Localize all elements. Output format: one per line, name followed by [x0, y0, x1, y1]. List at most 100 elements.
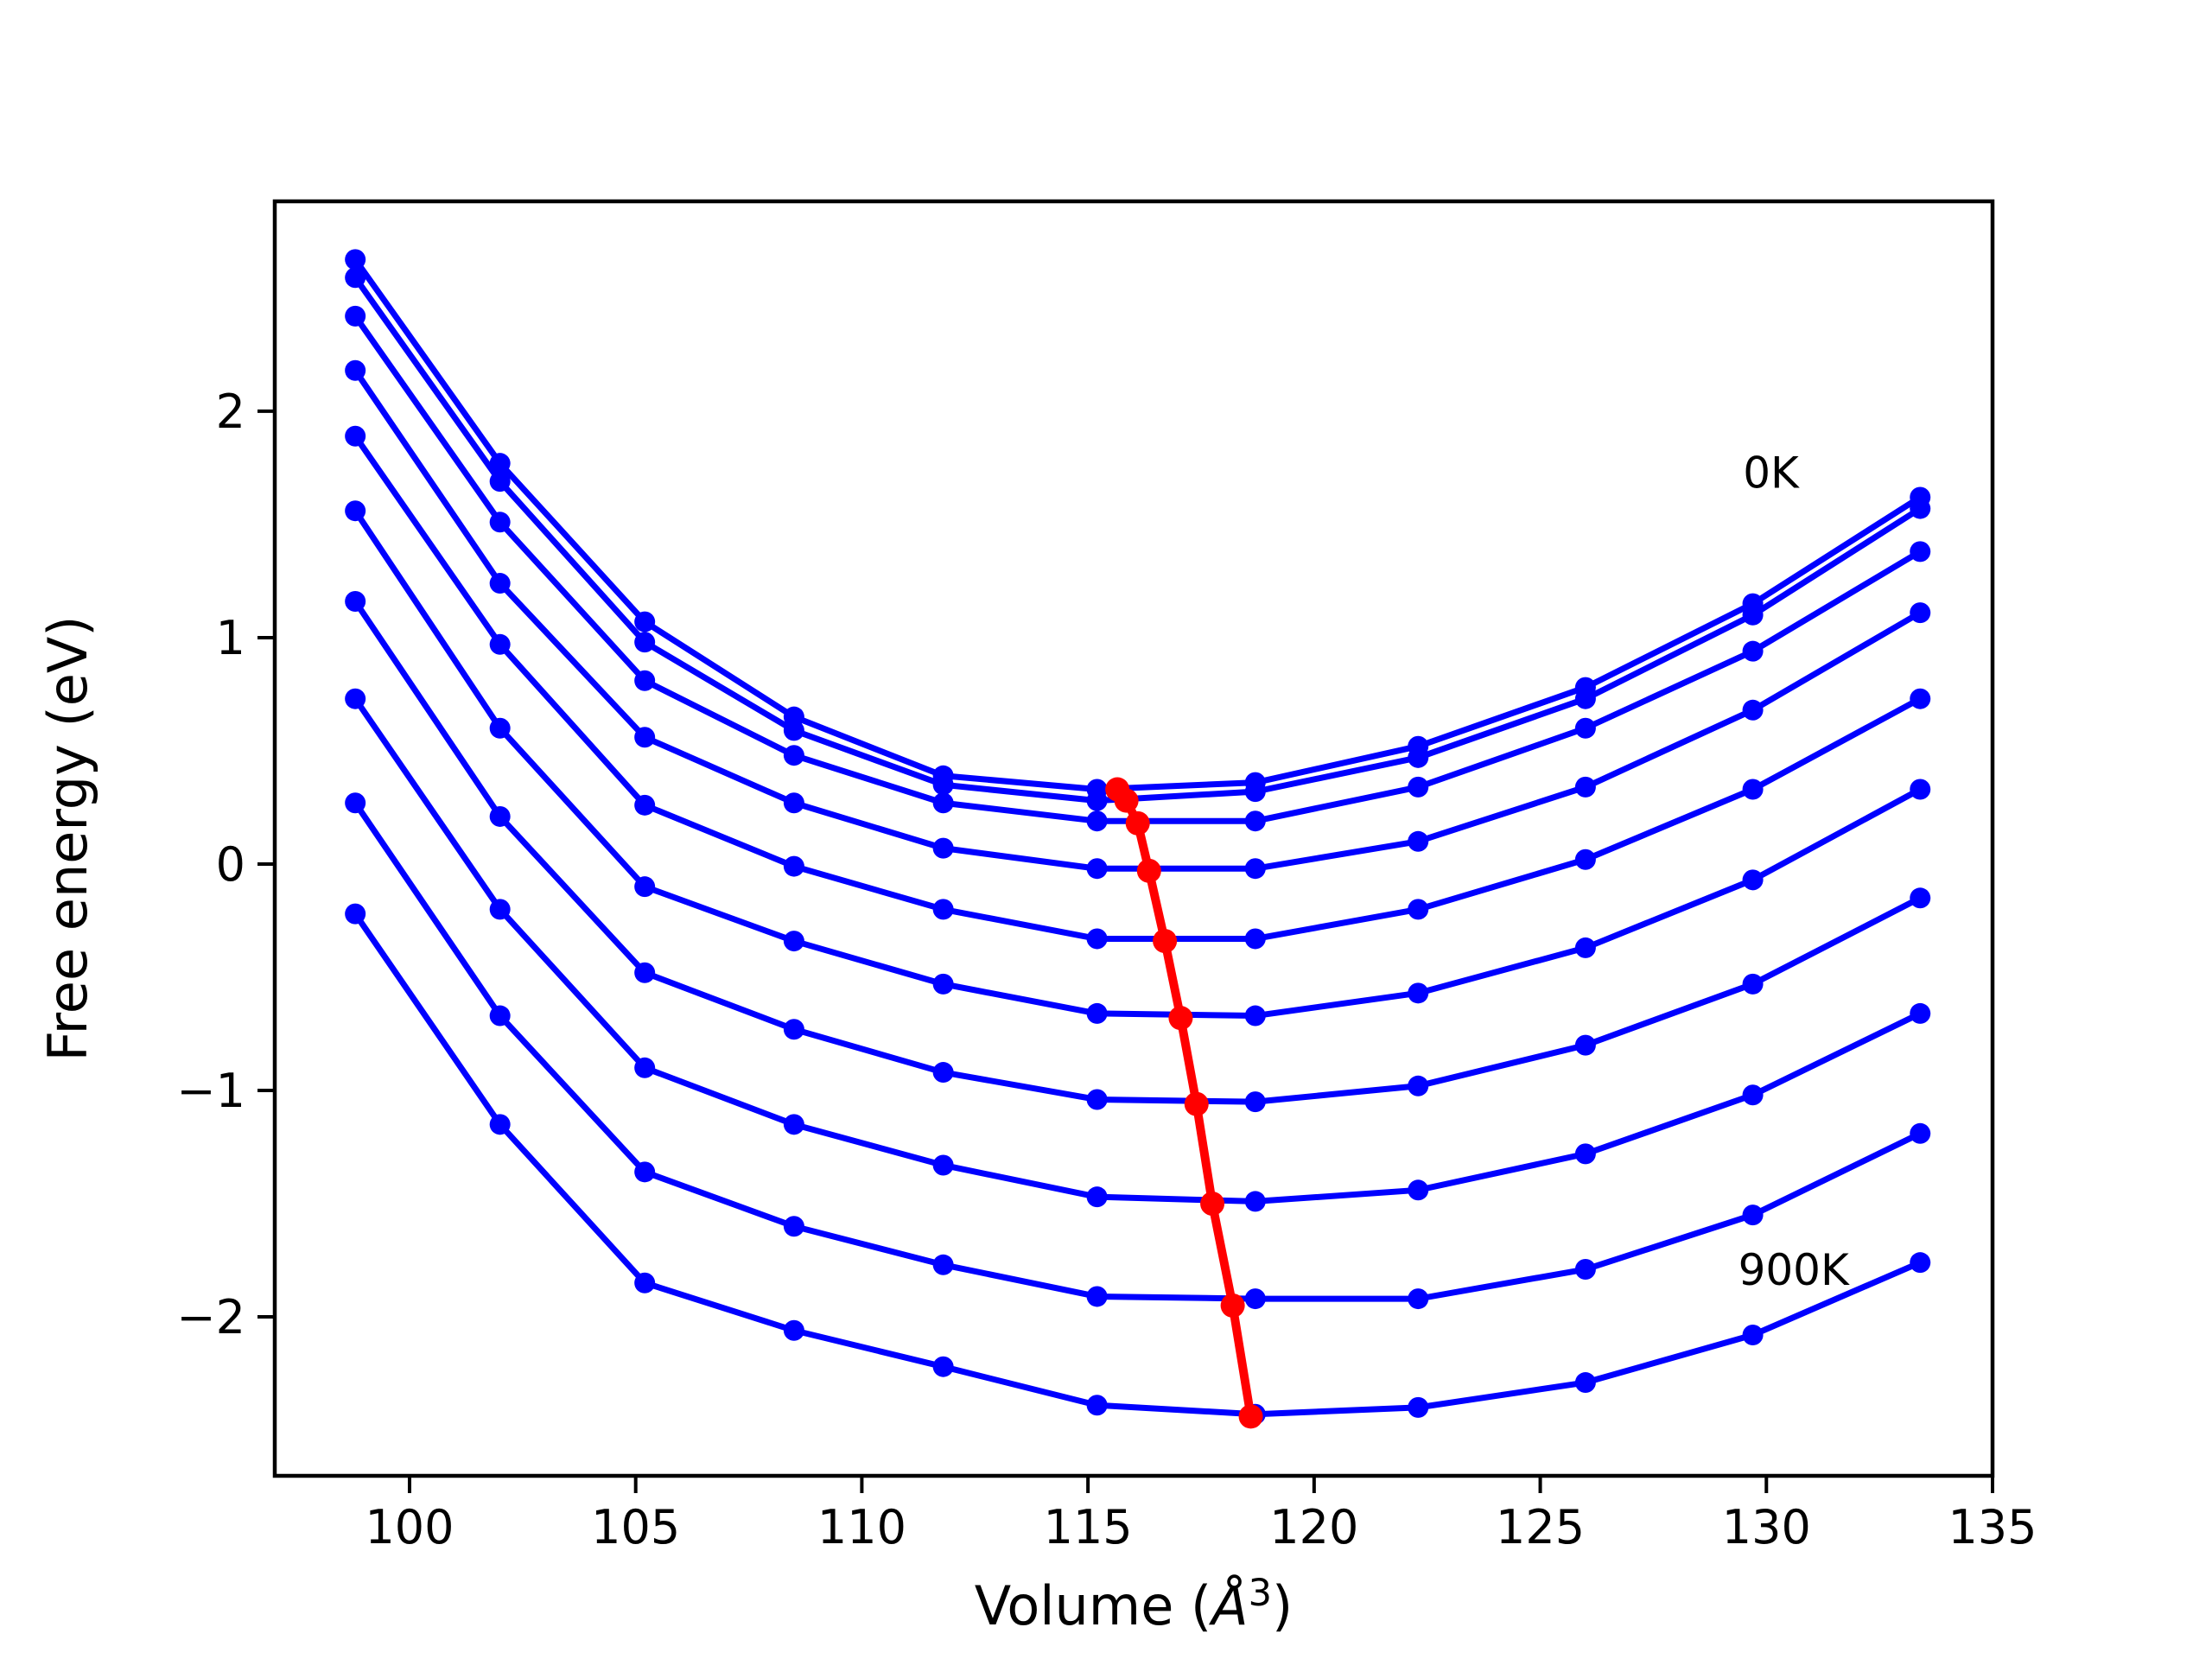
data-point-marker	[1244, 1091, 1266, 1113]
data-point-marker	[1408, 1075, 1429, 1096]
free-energy-curve-400K	[345, 425, 1931, 950]
x-tick-label: 100	[365, 1500, 454, 1554]
data-point-marker	[1910, 779, 1931, 800]
y-axis-label: Free energy (eV)	[36, 616, 99, 1062]
data-point-marker	[489, 471, 511, 493]
axes-spines	[272, 199, 1995, 1478]
minimum-point-marker	[1168, 1006, 1193, 1031]
y-tick-label: 1	[216, 611, 245, 665]
free-energy-curves	[345, 249, 1931, 1425]
data-point-marker	[634, 1161, 656, 1183]
data-point-marker	[345, 249, 366, 270]
data-point-marker	[1408, 1396, 1429, 1418]
data-point-marker	[1244, 928, 1266, 950]
data-point-marker	[932, 1254, 954, 1275]
data-point-marker	[345, 903, 366, 925]
x-axis-label: Volume (Å3)	[975, 1572, 1293, 1637]
data-point-marker	[932, 774, 954, 796]
data-point-marker	[783, 931, 804, 952]
data-point-marker	[1408, 747, 1429, 768]
data-point-marker	[1910, 602, 1931, 624]
y-tick-label: −2	[176, 1290, 245, 1344]
free-energy-curve-900K	[345, 903, 1931, 1425]
data-point-marker	[1574, 937, 1596, 958]
data-point-marker	[489, 899, 511, 920]
x-tick-label: 135	[1948, 1500, 2037, 1554]
data-point-marker	[1086, 790, 1108, 811]
data-point-marker	[1742, 779, 1764, 800]
data-point-marker	[1244, 1191, 1266, 1212]
y-tick-label: 0	[216, 837, 245, 892]
data-point-marker	[1408, 899, 1429, 920]
data-point-marker	[1742, 1084, 1764, 1106]
free-energy-curve-300K	[345, 359, 1931, 880]
data-point-marker	[345, 500, 366, 522]
data-point-marker	[1086, 858, 1108, 880]
data-point-marker	[634, 794, 656, 816]
data-point-marker	[1086, 928, 1108, 950]
minimum-point-marker	[1153, 929, 1178, 954]
data-point-marker	[932, 792, 954, 814]
data-point-marker	[1574, 717, 1596, 739]
annotation-900K: 900K	[1738, 1245, 1850, 1295]
data-point-marker	[1408, 982, 1429, 1004]
data-point-marker	[345, 591, 366, 613]
data-point-marker	[634, 632, 656, 653]
annotation-0K: 0K	[1743, 448, 1800, 499]
data-point-marker	[634, 1057, 656, 1078]
free-energy-curve-600K	[345, 591, 1931, 1113]
data-point-marker	[1742, 1205, 1764, 1226]
equilibrium-minima-line	[1105, 777, 1263, 1429]
data-point-marker	[932, 837, 954, 859]
data-point-marker	[1086, 810, 1108, 832]
data-point-marker	[1910, 541, 1931, 563]
data-point-marker	[489, 1005, 511, 1027]
data-point-marker	[489, 453, 511, 474]
data-point-marker	[634, 962, 656, 983]
data-point-marker	[489, 633, 511, 655]
free-energy-curve-200K	[345, 305, 1931, 832]
x-tick-label: 125	[1496, 1500, 1585, 1554]
data-point-marker	[1086, 1002, 1108, 1024]
data-point-marker	[1244, 810, 1266, 832]
data-point-marker	[634, 1272, 656, 1294]
data-point-marker	[489, 512, 511, 533]
data-point-marker	[1574, 1143, 1596, 1165]
data-point-marker	[1910, 498, 1931, 519]
data-point-marker	[345, 267, 366, 289]
data-point-marker	[1910, 1252, 1931, 1274]
data-point-marker	[489, 805, 511, 827]
data-point-marker	[1742, 973, 1764, 995]
x-tick-label: 105	[591, 1500, 680, 1554]
minimum-point-marker	[1238, 1404, 1263, 1429]
y-tick-label: 2	[216, 385, 245, 439]
minimum-point-marker	[1114, 788, 1139, 813]
data-point-marker	[783, 720, 804, 741]
x-tick-label: 110	[817, 1500, 906, 1554]
minimum-point-marker	[1200, 1192, 1225, 1217]
data-point-marker	[345, 688, 366, 709]
data-point-marker	[1086, 1286, 1108, 1307]
data-point-marker	[489, 1114, 511, 1135]
data-point-marker	[1244, 781, 1266, 803]
data-point-marker	[634, 727, 656, 748]
data-point-marker	[783, 855, 804, 877]
data-point-marker	[1910, 688, 1931, 709]
free-energy-curve-500K	[345, 500, 1931, 1027]
data-point-marker	[634, 876, 656, 898]
data-point-marker	[1742, 1325, 1764, 1346]
data-point-marker	[783, 792, 804, 814]
data-point-marker	[932, 1062, 954, 1084]
minima-line	[1114, 786, 1255, 1418]
x-tick-label: 120	[1269, 1500, 1358, 1554]
minimum-point-marker	[1220, 1293, 1245, 1318]
data-point-marker	[1086, 1089, 1108, 1110]
data-point-marker	[783, 1019, 804, 1040]
data-point-marker	[932, 1356, 954, 1377]
data-point-marker	[1408, 1288, 1429, 1310]
data-point-marker	[1574, 1372, 1596, 1394]
data-point-marker	[783, 1319, 804, 1341]
data-point-marker	[1910, 887, 1931, 909]
data-point-marker	[489, 573, 511, 594]
